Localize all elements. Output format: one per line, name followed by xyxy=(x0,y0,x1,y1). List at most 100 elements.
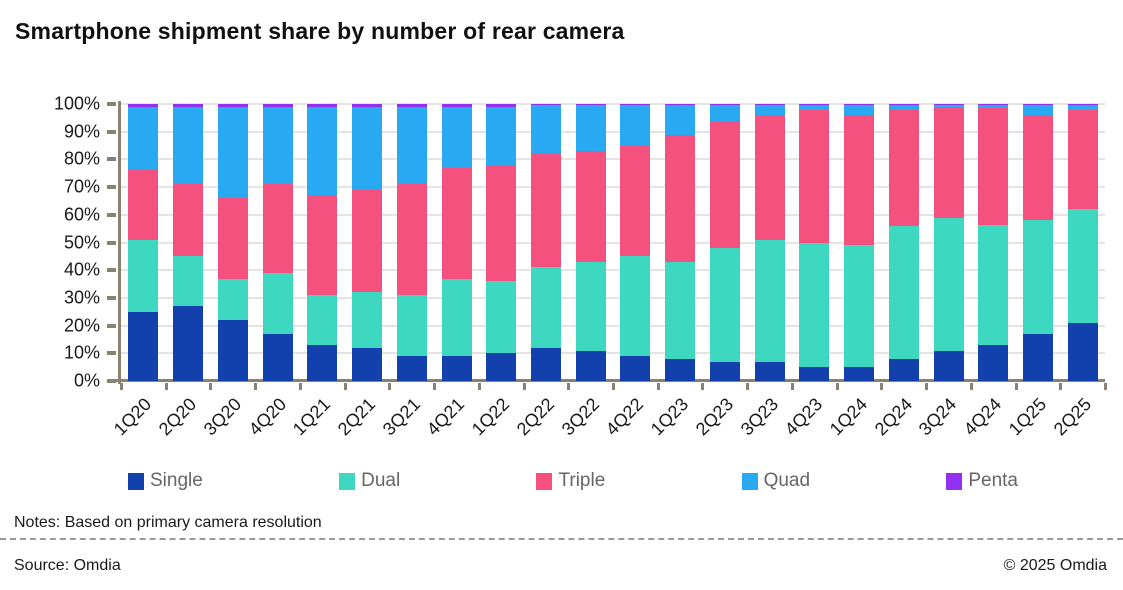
bar-segment-2Q21-quad xyxy=(352,106,383,190)
bar-segment-2Q21-penta xyxy=(352,104,383,107)
x-tick-mark-11 xyxy=(612,383,615,390)
x-tick-mark-13 xyxy=(701,383,705,390)
bar-segment-3Q21-dual xyxy=(396,295,427,357)
bar-segment-3Q24-dual xyxy=(933,217,964,351)
bar-segment-1Q21-quad xyxy=(307,106,338,196)
legend-swatch-penta xyxy=(946,472,963,490)
bar-segment-3Q24-triple xyxy=(933,106,964,218)
x-axis-line xyxy=(112,379,1105,382)
bar-segment-4Q22-dual xyxy=(620,256,651,357)
bar-segment-2Q23-penta xyxy=(709,104,740,106)
bar-slot-4Q20 xyxy=(255,104,300,381)
legend-item-quad: Quad xyxy=(741,470,811,492)
bar-segment-1Q24-dual xyxy=(844,245,875,368)
bar-slot-2Q20 xyxy=(166,104,211,381)
bar-segment-3Q24-quad xyxy=(933,105,964,107)
bar-slot-4Q23 xyxy=(792,104,837,381)
legend-swatch-single xyxy=(128,472,144,490)
bar-slot-3Q22 xyxy=(568,104,613,381)
bar-slot-1Q21 xyxy=(300,104,345,381)
bar-segment-4Q24-penta xyxy=(978,104,1009,106)
bar-segment-1Q20-quad xyxy=(128,106,159,171)
bar-segment-1Q22-penta xyxy=(486,104,517,107)
bar-segment-3Q22-dual xyxy=(575,261,606,351)
x-tick-mark-10 xyxy=(567,383,571,390)
bar-segment-1Q21-triple xyxy=(307,195,338,296)
notes-text: Notes: Based on primary camera resolutio… xyxy=(14,514,322,531)
bar-1Q25 xyxy=(1023,104,1054,381)
gridline-100 xyxy=(121,103,1105,105)
gridline-10 xyxy=(121,352,1105,355)
y-tick-label-70: 70% xyxy=(63,176,100,197)
bar-segment-3Q20-penta xyxy=(217,104,248,107)
bar-segment-1Q23-dual xyxy=(665,261,696,359)
bar-segment-1Q22-triple xyxy=(486,164,517,282)
legend-swatch-dual xyxy=(339,472,356,490)
bar-segment-4Q21-dual xyxy=(441,278,472,357)
bar-segment-3Q23-triple xyxy=(754,115,785,240)
legend-label-dual: Dual xyxy=(361,470,401,491)
bar-segment-1Q23-single xyxy=(665,358,696,381)
bar-segment-2Q23-single xyxy=(709,361,740,381)
bar-slot-1Q22 xyxy=(479,104,524,381)
bar-segment-2Q24-quad xyxy=(888,105,919,110)
legend-label-quad: Quad xyxy=(763,470,811,491)
bar-segment-2Q20-quad xyxy=(173,106,204,185)
bar-slot-1Q24 xyxy=(837,104,882,381)
bar-slot-2Q25 xyxy=(1060,104,1105,381)
bar-4Q22 xyxy=(620,104,651,381)
bar-segment-1Q24-quad xyxy=(844,105,875,116)
bar-segment-1Q23-triple xyxy=(665,134,696,262)
bar-segment-4Q23-dual xyxy=(799,242,830,368)
bar-segment-1Q23-quad xyxy=(665,105,696,135)
footer-divider xyxy=(0,538,1123,540)
bar-segment-1Q24-penta xyxy=(844,104,875,106)
bar-segment-1Q22-quad xyxy=(486,106,517,165)
y-tick-label-20: 20% xyxy=(63,315,100,336)
legend-item-single: Single xyxy=(128,470,203,492)
bar-segment-2Q24-penta xyxy=(888,104,919,106)
bar-2Q21 xyxy=(352,104,383,381)
bar-segment-1Q20-single xyxy=(128,311,159,381)
bar-segment-2Q23-dual xyxy=(709,248,740,362)
bar-segment-3Q24-single xyxy=(933,350,964,381)
bar-slot-3Q21 xyxy=(389,104,434,381)
bar-3Q23 xyxy=(754,104,785,381)
gridline-30 xyxy=(121,296,1105,299)
bar-segment-3Q23-single xyxy=(754,361,785,381)
bar-2Q22 xyxy=(530,104,561,381)
plot-area xyxy=(107,102,1107,390)
bar-segment-1Q21-single xyxy=(307,345,338,381)
bar-segment-3Q21-triple xyxy=(396,184,427,296)
bar-segment-3Q22-triple xyxy=(575,151,606,262)
bar-segment-2Q20-penta xyxy=(173,104,204,107)
gridline-90 xyxy=(121,130,1105,133)
bar-3Q22 xyxy=(575,104,606,381)
x-tick-mark-4 xyxy=(298,383,302,390)
x-tick-mark-3 xyxy=(254,383,258,390)
x-tick-mark-17 xyxy=(880,383,884,390)
bar-slot-1Q25 xyxy=(1016,104,1061,381)
x-tick-mark-18 xyxy=(925,383,929,390)
bar-segment-2Q22-penta xyxy=(530,104,561,106)
bar-segment-4Q24-single xyxy=(978,345,1009,381)
bar-series-container xyxy=(121,104,1105,381)
bar-segment-3Q22-quad xyxy=(575,105,606,152)
bar-segment-4Q21-single xyxy=(441,356,472,381)
copyright-text: © 2025 Omdia xyxy=(1003,557,1107,574)
bar-segment-3Q24-penta xyxy=(933,104,964,106)
bar-segment-3Q21-penta xyxy=(396,104,427,107)
x-tick-mark-14 xyxy=(746,383,750,390)
bar-segment-2Q24-single xyxy=(888,358,919,381)
y-tick-mark-30 xyxy=(107,295,116,300)
bar-segment-1Q25-single xyxy=(1023,333,1054,381)
bar-segment-3Q22-single xyxy=(575,350,606,381)
bar-segment-4Q20-penta xyxy=(262,104,293,107)
x-tick-mark-22 xyxy=(1104,383,1107,390)
x-tick-mark-15 xyxy=(790,383,794,390)
x-tick-mark-1 xyxy=(164,383,168,390)
x-tick-mark-8 xyxy=(477,383,481,390)
x-tick-mark-16 xyxy=(835,383,839,390)
bar-segment-1Q23-penta xyxy=(665,104,696,106)
y-tick-label-30: 30% xyxy=(63,287,100,308)
